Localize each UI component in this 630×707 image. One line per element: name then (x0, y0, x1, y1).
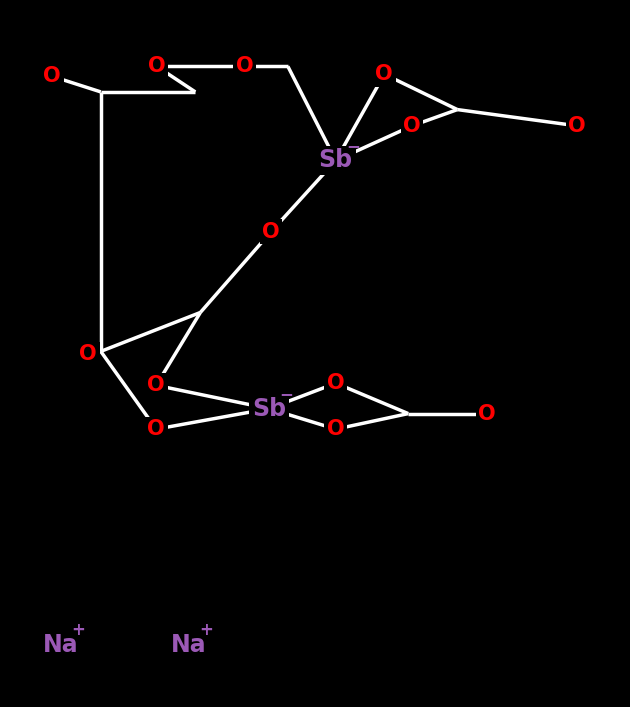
Text: O: O (327, 373, 345, 393)
Text: −: − (279, 385, 294, 403)
Text: O: O (147, 419, 165, 439)
Text: Na: Na (171, 633, 207, 657)
Text: O: O (568, 116, 586, 136)
Text: O: O (43, 66, 61, 86)
Text: O: O (79, 344, 97, 364)
Text: O: O (478, 404, 496, 423)
Text: O: O (148, 57, 166, 76)
Text: O: O (236, 57, 253, 76)
Text: O: O (262, 222, 280, 242)
Text: −: − (346, 137, 360, 155)
Text: O: O (147, 375, 165, 395)
Text: O: O (403, 116, 421, 136)
Text: O: O (327, 419, 345, 439)
Text: Sb: Sb (319, 148, 353, 173)
Text: +: + (199, 621, 214, 639)
Text: +: + (71, 621, 86, 639)
Text: Na: Na (43, 633, 79, 657)
Text: Sb: Sb (252, 397, 286, 421)
Text: O: O (375, 64, 393, 84)
